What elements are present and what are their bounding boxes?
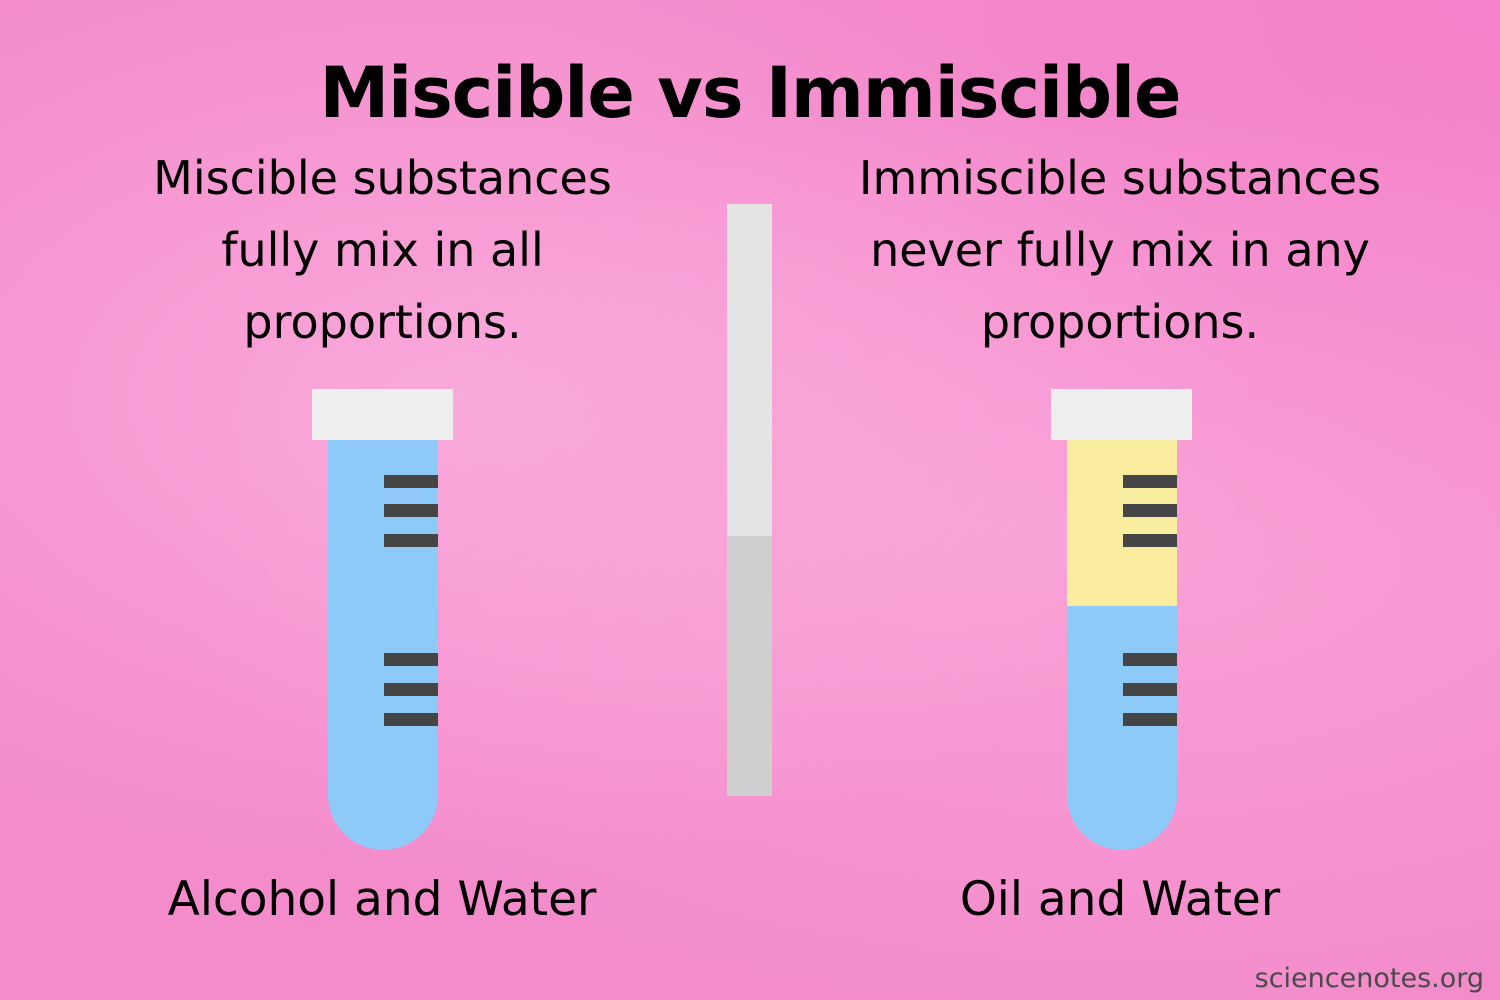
- center-divider: [727, 204, 772, 796]
- immiscible-tick-mark: [1123, 683, 1177, 696]
- miscible-description-line-3: proportions.: [243, 295, 522, 349]
- immiscible-tick-mark: [1123, 534, 1177, 547]
- immiscible-description-line-3: proportions.: [980, 295, 1260, 349]
- immiscible-tick-mark: [1123, 475, 1177, 488]
- miscible-liquid: [328, 438, 438, 850]
- immiscible-description-line-1: Immiscible substances: [858, 151, 1382, 205]
- miscible-tick-mark: [384, 713, 438, 726]
- immiscible-test-tube: [1051, 389, 1192, 850]
- miscible-description-line-1: Miscible substances: [153, 151, 612, 205]
- miscible-tick-mark: [384, 653, 438, 666]
- miscible-caption: Alcohol and Water: [167, 872, 597, 927]
- immiscible-tick-mark: [1123, 653, 1177, 666]
- source-credit: sciencenotes.org: [1254, 963, 1484, 994]
- immiscible-tick-mark: [1123, 713, 1177, 726]
- miscible-tick-mark: [384, 504, 438, 517]
- miscible-tube-cap: [312, 389, 453, 440]
- immiscible-caption: Oil and Water: [959, 872, 1281, 927]
- miscible-tick-mark: [384, 683, 438, 696]
- water-layer: [1067, 605, 1177, 850]
- miscible-description: Miscible substances fully mix in all pro…: [115, 142, 650, 358]
- miscible-test-tube: [312, 389, 453, 850]
- miscible-tick-mark: [384, 534, 438, 547]
- miscible-tick-mark: [384, 475, 438, 488]
- immiscible-description-line-2: never fully mix in any: [870, 223, 1370, 277]
- divider-upper: [727, 204, 772, 536]
- immiscible-tube-cap: [1051, 389, 1192, 440]
- miscible-description-line-2: fully mix in all: [221, 223, 544, 277]
- oil-layer: [1067, 438, 1177, 606]
- divider-lower: [727, 536, 772, 796]
- immiscible-description: Immiscible substances never fully mix in…: [815, 142, 1425, 358]
- page-title: Miscible vs Immiscible: [319, 52, 1181, 134]
- immiscible-tick-mark: [1123, 504, 1177, 517]
